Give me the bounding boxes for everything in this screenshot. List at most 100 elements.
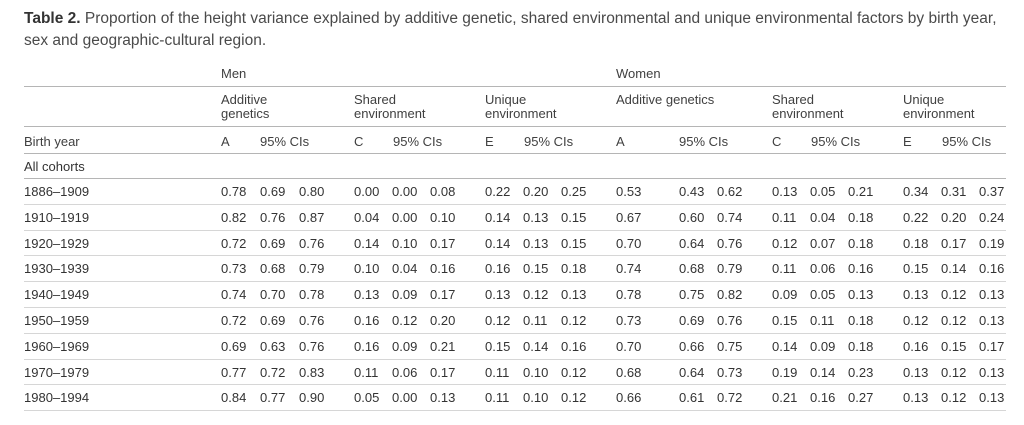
cell-women-c: 0.11 — [772, 261, 797, 276]
cell-men-e: 0.11 — [485, 365, 510, 380]
cell-men-a-hi: 0.76 — [299, 339, 325, 354]
cell-men-e-hi: 0.13 — [561, 287, 587, 302]
cell-women-e: 0.18 — [903, 236, 929, 251]
cell-women-c-lo: 0.14 — [810, 365, 836, 380]
cell-women-e: 0.16 — [903, 339, 929, 354]
cell-women-a: 0.78 — [616, 287, 642, 302]
cell-women-a: 0.70 — [616, 236, 642, 251]
cell-women-c: 0.14 — [772, 339, 798, 354]
row-divider — [24, 410, 1006, 411]
cell-women-a-hi: 0.82 — [717, 287, 743, 302]
cell-women-e: 0.13 — [903, 287, 929, 302]
men-unique-line2: environment — [485, 106, 557, 121]
cell-men-a-hi: 0.79 — [299, 261, 325, 276]
cell-men-e-lo: 0.10 — [523, 365, 549, 380]
cell-men-e: 0.16 — [485, 261, 511, 276]
cell-men-a-hi: 0.76 — [299, 313, 325, 328]
cell-men-a-hi: 0.76 — [299, 236, 325, 251]
cell-women-a-hi: 0.72 — [717, 390, 743, 405]
cell-women-a: 0.74 — [616, 261, 642, 276]
cell-men-a-hi: 0.78 — [299, 287, 325, 302]
row-birth-year: 1920–1929 — [24, 236, 90, 251]
rule-header — [24, 126, 1006, 127]
cell-men-e-hi: 0.25 — [561, 184, 587, 199]
col-women-c: C — [772, 134, 782, 149]
cell-men-e-lo: 0.10 — [523, 390, 549, 405]
cell-women-e: 0.12 — [903, 313, 929, 328]
cell-men-e-lo: 0.11 — [523, 313, 548, 328]
cell-women-a-hi: 0.73 — [717, 365, 743, 380]
cell-women-e: 0.34 — [903, 184, 929, 199]
cell-women-a-lo: 0.64 — [679, 236, 705, 251]
cell-women-c: 0.21 — [772, 390, 798, 405]
cell-women-a-hi: 0.62 — [717, 184, 743, 199]
cell-women-c: 0.11 — [772, 210, 797, 225]
row-divider — [24, 255, 1006, 256]
cell-women-e-lo: 0.20 — [941, 210, 967, 225]
cell-men-c: 0.00 — [354, 184, 380, 199]
cell-women-e-lo: 0.12 — [941, 313, 967, 328]
cell-women-c: 0.09 — [772, 287, 798, 302]
women-shared-line1: Shared — [772, 92, 814, 107]
men-unique-line1: Unique — [485, 92, 527, 107]
cell-women-c-lo: 0.06 — [810, 261, 836, 276]
row-birth-year: 1980–1994 — [24, 390, 90, 405]
cell-women-e-lo: 0.17 — [941, 236, 967, 251]
cell-women-a-hi: 0.76 — [717, 236, 743, 251]
cell-men-c-hi: 0.20 — [430, 313, 456, 328]
cell-women-c-lo: 0.05 — [810, 287, 836, 302]
cell-men-a: 0.78 — [221, 184, 247, 199]
cell-men-c-hi: 0.10 — [430, 210, 456, 225]
cell-women-a: 0.73 — [616, 313, 642, 328]
cell-women-a-lo: 0.75 — [679, 287, 705, 302]
cell-women-e: 0.13 — [903, 390, 929, 405]
cell-men-e-hi: 0.12 — [561, 365, 587, 380]
row-birth-year: 1960–1969 — [24, 339, 90, 354]
table-caption-label: Table 2. — [24, 10, 81, 27]
cell-men-c: 0.16 — [354, 339, 380, 354]
row-divider — [24, 307, 1006, 308]
cell-women-c: 0.15 — [772, 313, 798, 328]
group-men: Men — [221, 66, 247, 81]
cell-women-c-hi: 0.21 — [848, 184, 874, 199]
cell-women-c-hi: 0.18 — [848, 339, 874, 354]
cell-men-e-lo: 0.13 — [523, 210, 549, 225]
cell-men-e-lo: 0.20 — [523, 184, 549, 199]
cell-women-a-hi: 0.76 — [717, 313, 743, 328]
cell-women-c-hi: 0.16 — [848, 261, 874, 276]
cell-men-a: 0.84 — [221, 390, 247, 405]
cell-women-e-hi: 0.24 — [979, 210, 1005, 225]
row-divider — [24, 333, 1006, 334]
col-birth-year: Birth year — [24, 134, 80, 149]
cell-men-a-hi: 0.83 — [299, 365, 325, 380]
cell-men-e-lo: 0.13 — [523, 236, 549, 251]
men-additive-line1: Additive — [221, 92, 268, 107]
cell-men-c-lo: 0.06 — [392, 365, 418, 380]
women-unique-line1: Unique — [903, 92, 945, 107]
row-birth-year: 1930–1939 — [24, 261, 90, 276]
cell-women-e-hi: 0.13 — [979, 390, 1005, 405]
row-divider — [24, 384, 1006, 385]
cell-women-e: 0.13 — [903, 365, 929, 380]
cell-women-e-lo: 0.14 — [941, 261, 967, 276]
table-caption-text: Proportion of the height variance explai… — [24, 10, 997, 49]
cell-women-e-lo: 0.12 — [941, 390, 967, 405]
col-men-e: E — [485, 134, 494, 149]
men-shared-line1: Shared — [354, 92, 396, 107]
cell-women-a-lo: 0.69 — [679, 313, 705, 328]
cell-men-a: 0.74 — [221, 287, 247, 302]
cell-women-c-hi: 0.18 — [848, 210, 874, 225]
cell-women-c: 0.12 — [772, 236, 798, 251]
group-women: Women — [616, 66, 661, 81]
cell-men-a: 0.72 — [221, 313, 247, 328]
row-divider — [24, 230, 1006, 231]
cell-men-c: 0.11 — [354, 365, 379, 380]
cell-women-c-hi: 0.18 — [848, 236, 874, 251]
cell-women-e-lo: 0.12 — [941, 365, 967, 380]
cell-women-a: 0.66 — [616, 390, 642, 405]
men-additive-line2: genetics — [221, 106, 270, 121]
cell-women-e-hi: 0.13 — [979, 287, 1005, 302]
cell-women-e-hi: 0.13 — [979, 313, 1005, 328]
cell-women-a: 0.68 — [616, 365, 642, 380]
cell-women-c-lo: 0.07 — [810, 236, 836, 251]
